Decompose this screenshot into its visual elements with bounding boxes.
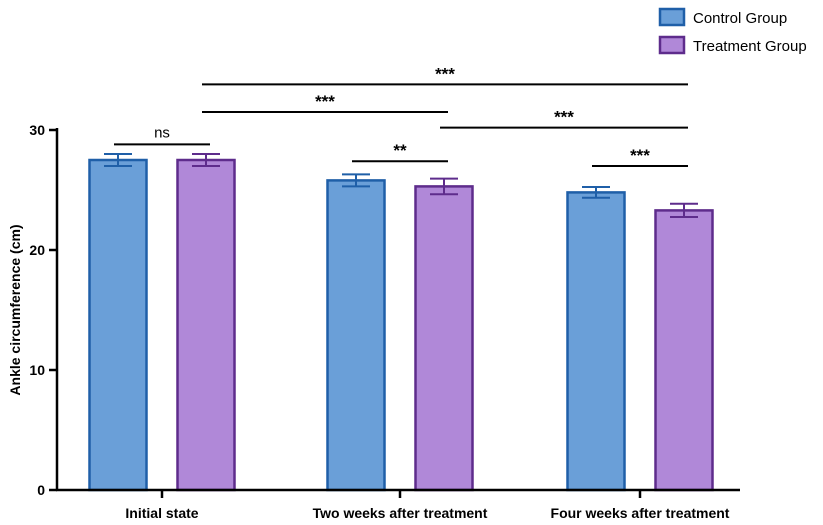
y-tick-label-30: 30 [29, 122, 45, 138]
y-tick-label-0: 0 [37, 482, 45, 498]
y-tick-label-20: 20 [29, 242, 45, 258]
bar-control-1 [326, 179, 386, 492]
x-tick-label-2: Four weeks after treatment [551, 505, 730, 521]
legend-swatch-control [658, 7, 686, 27]
bar-control-2 [566, 191, 626, 492]
x-tick-label-0: Initial state [125, 505, 198, 521]
bar-treatment-1 [414, 185, 474, 492]
bar-treatment-2 [654, 209, 714, 492]
significance-label-2: *** [315, 92, 335, 111]
significance-label-4: ** [393, 141, 407, 160]
significance-label-3: *** [554, 108, 574, 127]
legend-label-control: Control Group [693, 10, 787, 27]
legend-label-treatment: Treatment Group [693, 38, 807, 55]
significance-label-5: *** [630, 146, 650, 165]
y-tick-label-10: 10 [29, 362, 45, 378]
y-axis-title: Ankle circumference (cm) [7, 224, 23, 395]
bar-control-0 [88, 158, 148, 492]
legend-swatch-treatment [658, 35, 686, 55]
bar-treatment-0 [176, 158, 236, 492]
x-tick-label-1: Two weeks after treatment [313, 505, 488, 521]
significance-label-0: ns [154, 124, 170, 141]
significance-label-1: *** [435, 64, 455, 83]
